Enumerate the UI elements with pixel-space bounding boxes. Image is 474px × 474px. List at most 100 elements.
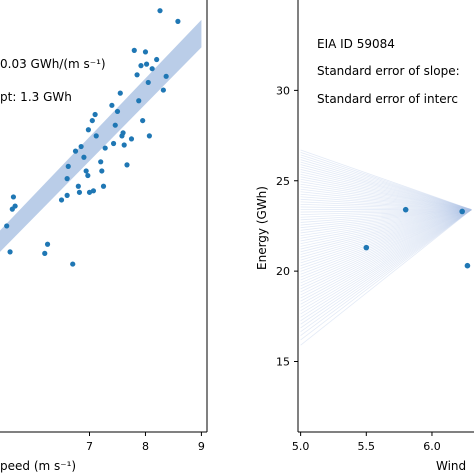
- regression-line: [300, 209, 472, 275]
- regression-line: [300, 181, 472, 211]
- regression-line: [300, 209, 472, 299]
- regression-line: [300, 209, 472, 218]
- left-intercept-annotation: pt: 1.3 GWh: [0, 90, 72, 104]
- data-point: [128, 136, 135, 142]
- data-point: [7, 249, 13, 255]
- data-point: [92, 111, 98, 118]
- regression-line: [300, 152, 472, 211]
- regression-line: [300, 209, 472, 245]
- data-point: [363, 244, 370, 251]
- right-x-axis-label: Wind: [436, 459, 466, 473]
- y-tick-label: 25: [276, 175, 290, 188]
- data-point: [402, 206, 409, 213]
- right-data-points: [363, 206, 471, 269]
- y-tick-label: 15: [276, 356, 290, 369]
- regression-line: [300, 186, 472, 211]
- regression-line: [300, 209, 472, 325]
- regression-line: [300, 209, 472, 264]
- regression-line: [300, 154, 472, 211]
- data-point: [90, 188, 97, 194]
- regression-line: [300, 209, 472, 329]
- regression-line: [300, 209, 472, 296]
- x-tick-label: 8: [142, 440, 149, 453]
- data-point: [12, 203, 18, 209]
- regression-line: [300, 178, 472, 211]
- regression-line: [300, 161, 472, 211]
- regression-line: [300, 191, 472, 211]
- data-point: [160, 87, 166, 93]
- regression-line: [300, 209, 472, 226]
- left-x-ticks: 7 8 9: [86, 432, 205, 453]
- regression-line: [300, 209, 472, 216]
- regression-line: [300, 209, 472, 258]
- data-point: [149, 66, 155, 72]
- regression-line: [300, 166, 472, 211]
- regression-line: [300, 209, 472, 250]
- x-tick-label: 9: [198, 440, 205, 453]
- regression-line: [300, 201, 472, 211]
- data-point: [100, 183, 107, 189]
- data-point: [58, 197, 65, 203]
- data-point: [86, 189, 93, 195]
- regression-line: [300, 209, 472, 261]
- regression-line: [300, 209, 472, 213]
- regression-line: [300, 209, 472, 293]
- regression-line: [300, 209, 472, 290]
- data-point: [131, 47, 137, 53]
- data-point: [120, 130, 126, 136]
- data-point: [145, 79, 151, 86]
- regression-line: [300, 203, 472, 211]
- regression-line: [300, 149, 472, 211]
- regression-line: [300, 209, 472, 234]
- regression-line: [300, 164, 472, 211]
- x-tick-label: 5.5: [358, 440, 376, 453]
- regression-line: [300, 209, 472, 308]
- left-data-points: [4, 8, 181, 267]
- x-tick-label: 5.0: [292, 440, 310, 453]
- data-point: [140, 117, 146, 124]
- regression-line: [300, 156, 472, 211]
- data-point: [65, 163, 71, 169]
- left-slope-annotation: 0.03 GWh/(m s⁻¹): [0, 57, 106, 71]
- data-point: [99, 168, 105, 174]
- regression-line: [300, 209, 472, 221]
- regression-line: [300, 209, 472, 332]
- regression-line: [300, 209, 472, 229]
- data-point: [72, 148, 79, 154]
- regression-line: [300, 209, 472, 278]
- data-point: [134, 72, 140, 78]
- data-point: [4, 223, 10, 229]
- y-tick-label: 20: [276, 265, 290, 278]
- regression-line: [300, 209, 472, 223]
- data-point: [83, 168, 89, 174]
- data-point: [110, 140, 117, 147]
- regression-line: [300, 209, 472, 231]
- y-tick-label: 30: [276, 84, 290, 97]
- data-point: [10, 194, 17, 200]
- regression-line: [300, 209, 472, 318]
- regression-line: [300, 209, 472, 255]
- right-x-ticks: 5.0 5.5 6.0: [292, 432, 441, 453]
- data-point: [121, 142, 127, 148]
- data-point: [75, 183, 81, 189]
- regression-line: [300, 209, 472, 346]
- regression-line: [300, 198, 472, 211]
- regression-line: [300, 209, 472, 272]
- regression-line: [300, 173, 472, 211]
- regression-line: [300, 176, 472, 211]
- regression-line: [300, 209, 472, 315]
- data-point: [76, 189, 83, 195]
- data-point: [93, 133, 99, 139]
- data-point: [175, 18, 181, 24]
- data-point: [163, 73, 169, 79]
- data-point: [102, 145, 108, 151]
- data-point: [138, 63, 144, 69]
- data-point: [136, 98, 142, 104]
- data-point: [459, 208, 465, 215]
- regression-band: [0, 19, 202, 252]
- data-point: [117, 90, 123, 96]
- regression-line: [300, 171, 472, 211]
- regression-line: [300, 188, 472, 211]
- regression-line: [300, 209, 472, 336]
